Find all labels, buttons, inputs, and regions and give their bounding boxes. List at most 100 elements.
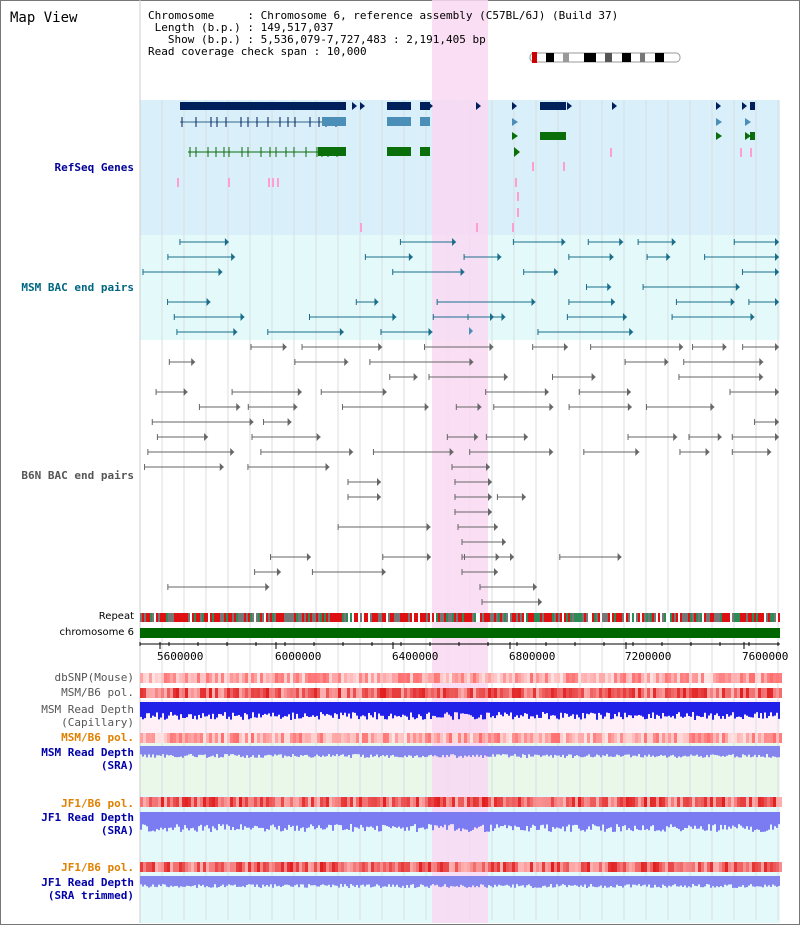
polymorphism-cell [311, 733, 314, 743]
polymorphism-cell [722, 733, 725, 743]
polymorphism-cell [161, 733, 164, 743]
polymorphism-cell [233, 688, 236, 698]
polymorphism-cell [365, 733, 368, 743]
polymorphism-cell [629, 797, 632, 807]
read-depth-bar [730, 812, 732, 829]
read-depth-bar [346, 702, 348, 717]
polymorphism-cell [191, 688, 194, 698]
read-depth-bar [580, 702, 582, 720]
repeat-segment [632, 613, 634, 622]
polymorphism-cell [467, 688, 470, 698]
repeat-segment [696, 613, 698, 622]
polymorphism-cell [584, 862, 587, 872]
b6n-bac-pair-arrow [488, 478, 492, 486]
polymorphism-cell [530, 673, 533, 683]
read-depth-bar [182, 812, 184, 830]
read-depth-bar [238, 876, 240, 887]
read-depth-bar [772, 746, 774, 757]
repeat-segment [356, 613, 358, 622]
read-depth-bar [588, 876, 590, 887]
polymorphism-cell [476, 797, 479, 807]
polymorphism-cell [293, 688, 296, 698]
read-depth-bar [150, 746, 152, 758]
polymorphism-cell [677, 862, 680, 872]
read-depth-bar [468, 746, 470, 756]
polymorphism-cell [605, 673, 608, 683]
repeat-segment [600, 613, 602, 622]
polymorphism-cell [626, 797, 629, 807]
repeat-segment [360, 613, 362, 622]
polymorphism-cell [491, 733, 494, 743]
refseq-track-label[interactable]: RefSeq Genes [54, 161, 134, 174]
polymorphism-cell [659, 688, 662, 698]
polymorphism-cell [584, 797, 587, 807]
read-depth-bar [692, 746, 694, 756]
read-depth-bar [734, 746, 736, 758]
polymorphism-cell [743, 862, 746, 872]
read-depth-bar [732, 702, 734, 713]
read-depth-bar [420, 702, 422, 717]
read-depth-bar [512, 746, 514, 756]
polymorphism-cell [236, 673, 239, 683]
polymorphism-cell [311, 862, 314, 872]
msm-depth-sra-label: MSM Read Depth (SRA) [41, 746, 134, 772]
polymorphism-cell [203, 688, 206, 698]
read-depth-bar [544, 746, 546, 756]
read-depth-bar [260, 746, 262, 758]
polymorphism-cell [323, 797, 326, 807]
read-depth-bar [496, 746, 498, 755]
read-depth-bar [274, 876, 276, 885]
read-depth-bar [476, 876, 478, 886]
repeat-segment [184, 613, 186, 622]
polymorphism-cell [257, 797, 260, 807]
polymorphism-cell [290, 733, 293, 743]
polymorphism-cell [482, 673, 485, 683]
polymorphism-cell [644, 673, 647, 683]
msm-bac-pair-arrow [775, 238, 779, 246]
read-depth-bar [280, 702, 282, 719]
msm-bac-track-label[interactable]: MSM BAC end pairs [21, 281, 134, 294]
msm-bac-pair-arrow [775, 298, 779, 306]
polymorphism-cell [404, 673, 407, 683]
polymorphism-cell [407, 688, 410, 698]
read-depth-bar [610, 876, 612, 886]
b6n-bac-track-label[interactable]: B6N BAC end pairs [21, 469, 134, 482]
polymorphism-cell [755, 688, 758, 698]
read-depth-bar [558, 876, 560, 887]
refseq-mark [177, 178, 179, 187]
polymorphism-cell [401, 733, 404, 743]
polymorphism-cell [320, 688, 323, 698]
read-depth-bar [710, 746, 712, 755]
read-depth-bar [580, 812, 582, 831]
read-depth-bar [170, 702, 172, 713]
polymorphism-cell [191, 797, 194, 807]
read-depth-bar [662, 746, 664, 756]
read-depth-bar [460, 746, 462, 756]
read-depth-bar [434, 812, 436, 826]
polymorphism-cell [437, 688, 440, 698]
polymorphism-cell [482, 862, 485, 872]
polymorphism-cell [569, 688, 572, 698]
read-depth-bar [346, 876, 348, 887]
polymorphism-cell [200, 862, 203, 872]
polymorphism-cell [755, 733, 758, 743]
polymorphism-cell [590, 797, 593, 807]
repeat-segment [492, 613, 494, 622]
read-depth-bar [230, 812, 232, 831]
ideogram-position-marker [532, 52, 537, 63]
read-depth-bar [738, 702, 740, 717]
polymorphism-cell [284, 673, 287, 683]
read-depth-bar [338, 746, 340, 757]
read-depth-bar [696, 812, 698, 829]
read-depth-bar [482, 702, 484, 720]
read-depth-bar [440, 876, 442, 888]
read-depth-bar [356, 812, 358, 828]
polymorphism-cell [713, 673, 716, 683]
read-depth-bar [598, 876, 600, 887]
polymorphism-cell [407, 673, 410, 683]
read-depth-bar [582, 702, 584, 714]
repeat-segment [262, 613, 264, 622]
read-depth-bar [568, 876, 570, 886]
read-depth-bar [454, 746, 456, 756]
